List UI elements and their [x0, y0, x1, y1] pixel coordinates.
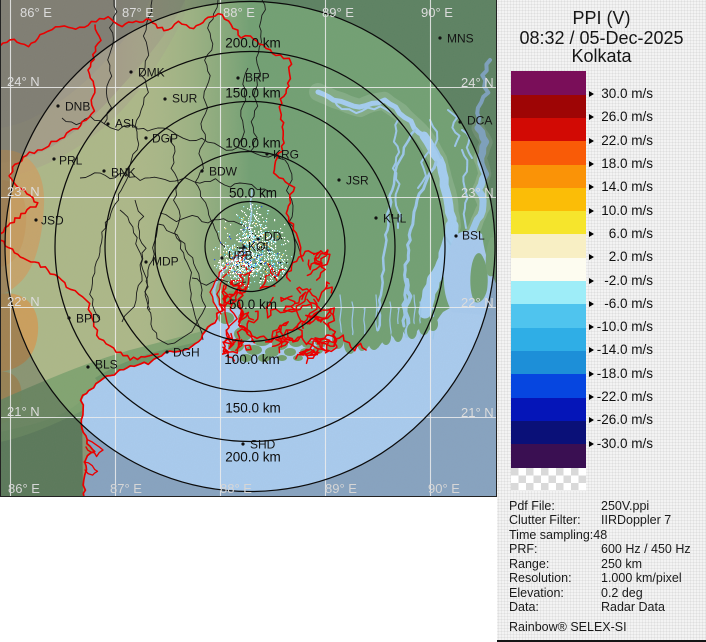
svg-text:DMK: DMK — [138, 66, 165, 80]
svg-text:89° E: 89° E — [322, 5, 354, 20]
svg-text:DNB: DNB — [65, 100, 90, 114]
svg-text:SHD: SHD — [250, 438, 276, 452]
svg-text:90° E: 90° E — [428, 481, 460, 496]
svg-text:KRG: KRG — [273, 148, 299, 162]
svg-text:23° N: 23° N — [7, 184, 40, 199]
svg-text:50.0 km: 50.0 km — [229, 297, 277, 312]
svg-text:150.0 km: 150.0 km — [225, 85, 281, 100]
svg-text:MNS: MNS — [447, 32, 474, 46]
svg-text:BDW: BDW — [209, 165, 238, 179]
svg-text:JSD: JSD — [41, 214, 64, 228]
svg-text:BLS: BLS — [95, 358, 118, 372]
svg-text:88° E: 88° E — [223, 5, 255, 20]
svg-text:DD: DD — [264, 230, 282, 244]
svg-text:KHL: KHL — [383, 212, 407, 226]
svg-text:ASL: ASL — [115, 117, 138, 131]
svg-text:PRL: PRL — [59, 154, 83, 168]
svg-text:MDP: MDP — [152, 255, 179, 269]
svg-text:KOL: KOL — [248, 240, 272, 254]
svg-text:88° E: 88° E — [220, 481, 252, 496]
svg-text:DCA: DCA — [467, 114, 492, 128]
svg-text:100.0 km: 100.0 km — [225, 135, 281, 150]
svg-text:90° E: 90° E — [421, 5, 453, 20]
svg-text:BPD: BPD — [76, 312, 101, 326]
svg-text:87° E: 87° E — [110, 481, 142, 496]
svg-text:200.0 km: 200.0 km — [225, 449, 281, 464]
svg-text:BSL: BSL — [462, 229, 485, 243]
svg-text:SUR: SUR — [172, 92, 198, 106]
svg-text:89° E: 89° E — [325, 481, 357, 496]
svg-text:DGH: DGH — [173, 346, 200, 360]
svg-text:100.0 km: 100.0 km — [224, 352, 280, 367]
svg-text:DGP: DGP — [152, 132, 178, 146]
svg-text:UPB: UPB — [228, 249, 253, 263]
svg-text:86° E: 86° E — [20, 5, 52, 20]
svg-text:86° E: 86° E — [8, 481, 40, 496]
svg-text:200.0 km: 200.0 km — [225, 35, 281, 50]
svg-text:JSR: JSR — [346, 174, 369, 188]
svg-text:21° N: 21° N — [461, 405, 494, 420]
svg-text:87° E: 87° E — [122, 5, 154, 20]
svg-text:50.0 km: 50.0 km — [229, 185, 277, 200]
svg-text:23° N: 23° N — [461, 185, 494, 200]
svg-text:24° N: 24° N — [461, 75, 494, 90]
svg-text:22° N: 22° N — [461, 295, 494, 310]
svg-text:22° N: 22° N — [7, 294, 40, 309]
svg-text:150.0 km: 150.0 km — [225, 400, 281, 415]
svg-text:21° N: 21° N — [7, 404, 40, 419]
svg-text:BNK: BNK — [111, 166, 136, 180]
svg-text:BRP: BRP — [245, 71, 270, 85]
svg-text:24° N: 24° N — [7, 74, 40, 89]
